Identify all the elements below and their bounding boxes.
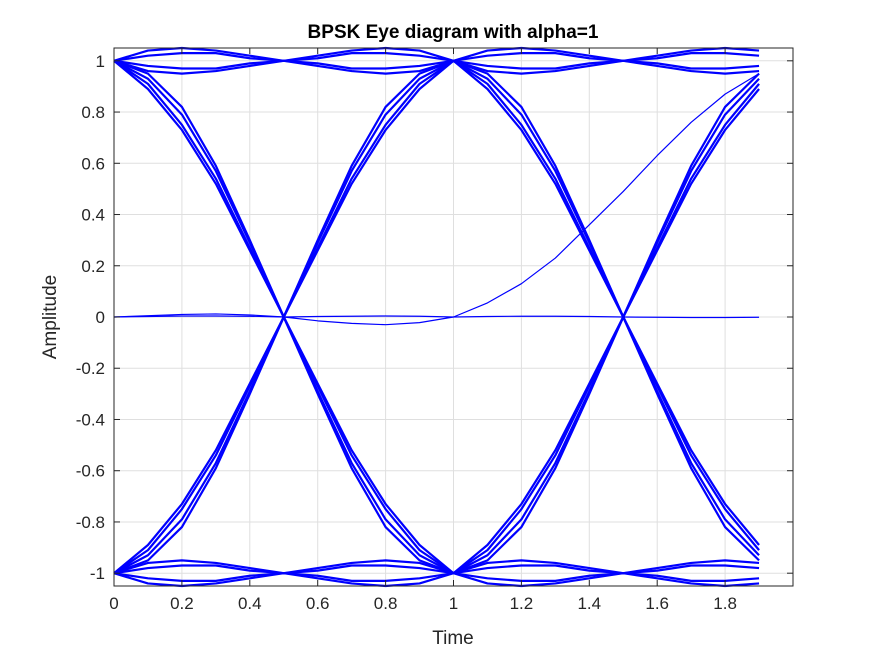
eye-trace-line bbox=[113, 59, 760, 575]
eye-trace-line bbox=[113, 564, 760, 575]
eye-trace-line bbox=[113, 59, 760, 575]
x-tick-label: 1 bbox=[449, 594, 458, 613]
x-tick-label: 1.2 bbox=[510, 594, 534, 613]
y-tick-label: 0.4 bbox=[81, 206, 105, 225]
x-tick-label: 1.6 bbox=[645, 594, 669, 613]
eye-trace-line bbox=[113, 46, 760, 62]
x-axis-label: Time bbox=[432, 628, 474, 649]
x-tick-label: 0.8 bbox=[374, 594, 398, 613]
y-axis-label: Amplitude bbox=[40, 275, 61, 360]
y-tick-label: -0.8 bbox=[76, 513, 105, 532]
x-tick-label: 0.4 bbox=[238, 594, 262, 613]
x-tick-label: 1.4 bbox=[577, 594, 601, 613]
y-tick-labels: -1 -0.8 -0.6 -0.4 -0.2 0 0.2 0.4 0.6 0.8 1 bbox=[76, 52, 105, 583]
x-tick-labels: 0 0.2 0.4 0.6 0.8 1 1.2 1.4 1.6 1.8 bbox=[109, 594, 737, 613]
y-tick-label: 0 bbox=[96, 308, 105, 327]
x-tick-label: 1.8 bbox=[713, 594, 737, 613]
y-tick-label: 0.2 bbox=[81, 257, 105, 276]
y-tick-label: -0.4 bbox=[76, 410, 105, 429]
x-tick-label: 0.2 bbox=[170, 594, 194, 613]
axis-ticks bbox=[113, 48, 793, 586]
eye-trace-line bbox=[113, 59, 760, 75]
eye-trace-line bbox=[113, 59, 760, 70]
eye-trace-line bbox=[113, 52, 760, 62]
eye-trace-line bbox=[113, 572, 760, 582]
y-tick-label: -0.6 bbox=[76, 462, 105, 481]
y-tick-label: 1 bbox=[96, 52, 105, 71]
x-tick-label: 0.6 bbox=[306, 594, 330, 613]
eye-trace-line bbox=[113, 315, 760, 319]
eye-trace-line bbox=[113, 59, 760, 575]
eye-trace-line bbox=[113, 59, 760, 575]
y-tick-label: -0.2 bbox=[76, 359, 105, 378]
y-tick-label: 0.8 bbox=[81, 103, 105, 122]
y-tick-label: 0.6 bbox=[81, 154, 105, 173]
y-tick-label: -1 bbox=[90, 564, 105, 583]
eye-traces bbox=[113, 46, 760, 588]
eye-trace-line bbox=[113, 572, 760, 588]
x-tick-label: 0 bbox=[109, 594, 118, 613]
eye-trace-line bbox=[113, 73, 760, 326]
chart-title: BPSK Eye diagram with alpha=1 bbox=[308, 22, 599, 43]
eye-trace-line bbox=[113, 559, 760, 575]
